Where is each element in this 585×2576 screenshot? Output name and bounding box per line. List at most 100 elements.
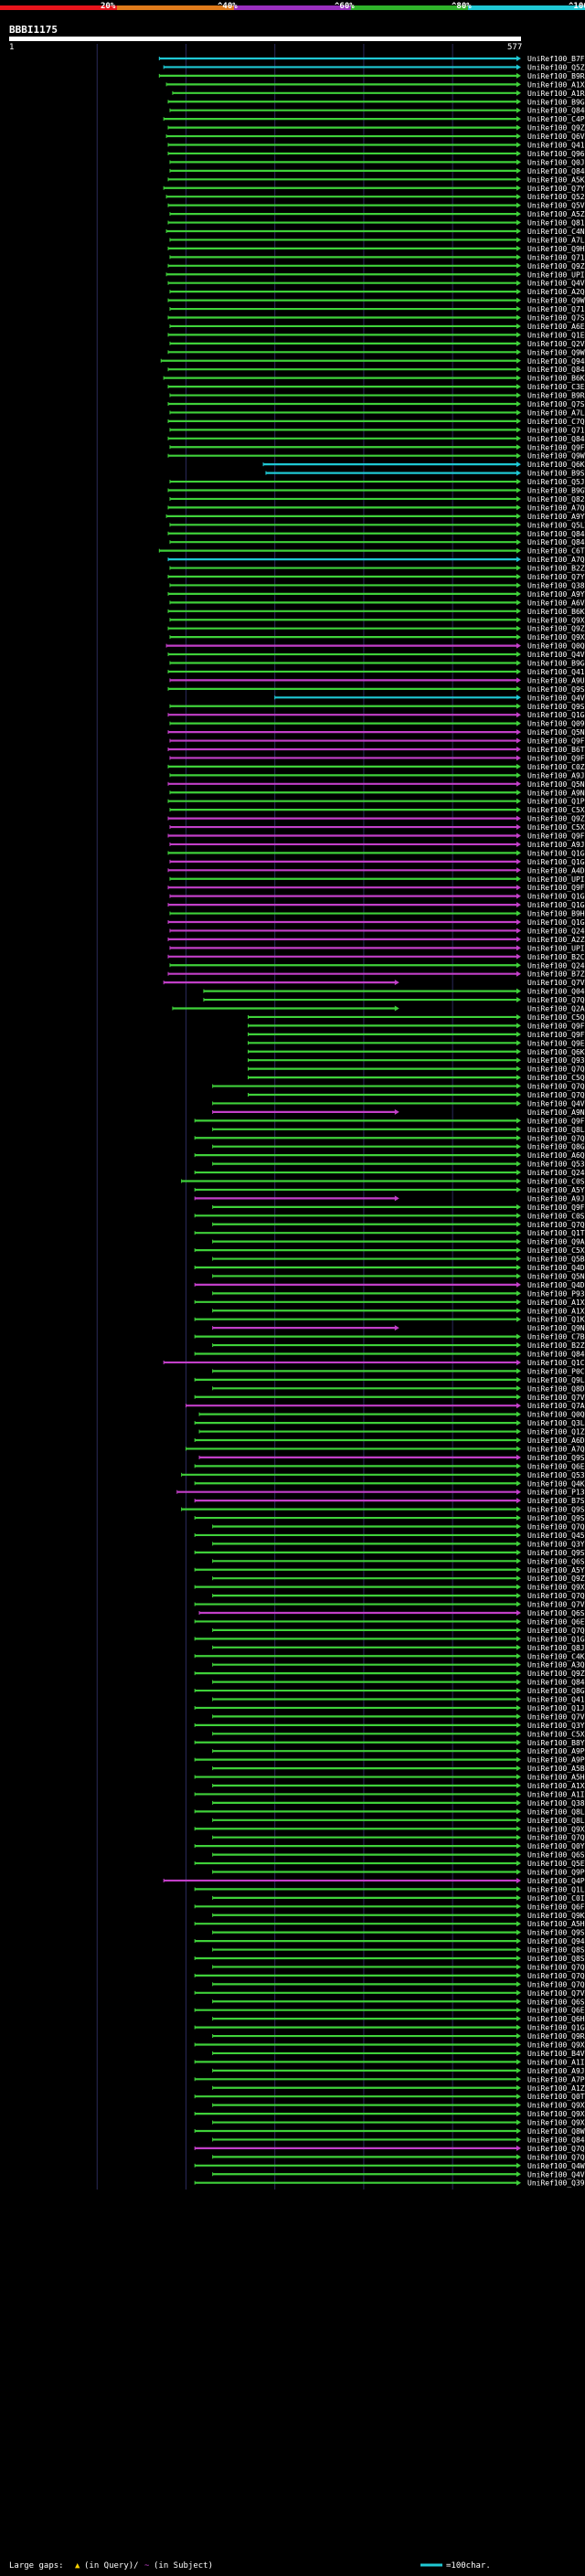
hit-row[interactable]: UniRef100_B2Z210 [169, 565, 585, 573]
hit-label[interactable]: UniRef100_A9P8W7 [527, 1747, 585, 1755]
hit-row[interactable]: UniRef100_Q7QBK1 [248, 1091, 585, 1099]
hit-row[interactable]: UniRef100_Q5LTX0 [169, 521, 585, 529]
hit-row[interactable]: UniRef100_Q84LC6 [167, 366, 585, 374]
hit-row[interactable]: UniRef100_Q2A650 [172, 1005, 585, 1013]
hit-label[interactable]: UniRef100_A1XRM5 [527, 1782, 585, 1790]
hit-label[interactable]: UniRef100_Q5Z2P8 [527, 63, 585, 71]
hit-row[interactable]: UniRef100_Q4D2R2 [194, 1264, 585, 1272]
hit-label[interactable]: UniRef100_Q5JJ89 [527, 478, 585, 486]
hit-row[interactable]: UniRef100_Q04406 [203, 988, 585, 996]
hit-row[interactable]: UniRef100_C4K2W0 [194, 1652, 585, 1660]
hit-label[interactable]: UniRef100_C0SUA1 [527, 1178, 585, 1186]
hit-label[interactable]: UniRef100_Q52ZT9 [527, 193, 585, 201]
hit-label[interactable]: UniRef100_B9GW46 [527, 487, 585, 495]
hit-row[interactable]: UniRef100_Q7QJR0 [212, 1834, 585, 1842]
hit-row[interactable]: UniRef100_Q9XHR8 [194, 1584, 585, 1592]
hit-row[interactable]: UniRef100_A6VA10 [169, 599, 585, 607]
hit-row[interactable]: UniRef100_A7QKD2 [167, 504, 585, 512]
hit-label[interactable]: UniRef100_Q7QBK0 [527, 2153, 585, 2161]
hit-label[interactable]: UniRef100_Q7QBK1 [527, 1091, 585, 1099]
hit-row[interactable]: UniRef100_Q7QBL9 [212, 1221, 585, 1229]
hit-label[interactable]: UniRef100_Q41175 [527, 142, 585, 150]
hit-label[interactable]: UniRef100_A9JIV8 [527, 771, 585, 779]
hit-label[interactable]: UniRef100_Q7QBU6 [527, 1523, 585, 1532]
hit-row[interactable]: UniRef100_Q5NH80 [167, 780, 585, 789]
hit-row[interactable]: UniRef100_Q7SZ04 [167, 314, 585, 323]
hit-row[interactable]: UniRef100_Q9XJ61 [194, 1825, 585, 1833]
hit-row[interactable]: UniRef100_C5XGH0 [194, 1246, 585, 1255]
hit-label[interactable]: UniRef100_Q7VAT7 [527, 1394, 585, 1402]
hit-label[interactable]: UniRef100_C5QHG0 [527, 1074, 585, 1082]
hit-label[interactable]: UniRef100_Q4V169 [527, 694, 585, 702]
hit-row[interactable]: UniRef100_Q45FD2 [194, 1532, 585, 1540]
hit-label[interactable]: UniRef100_Q9SUJ6 [527, 1454, 585, 1462]
hit-row[interactable]: UniRef100_Q6SBM1 [212, 1851, 585, 1860]
hit-label[interactable]: UniRef100_Q5BK75 [527, 1256, 585, 1264]
hit-label[interactable]: UniRef100_Q1ZZV2 [527, 1428, 585, 1436]
hit-label[interactable]: UniRef100_Q1G187 [527, 893, 585, 901]
hit-row[interactable]: UniRef100_Q8JZJ8 [212, 1644, 585, 1652]
hit-label[interactable]: UniRef100_Q8LKC2 [527, 1807, 585, 1816]
hit-row[interactable]: UniRef100_Q6SBL1 [212, 1998, 585, 2006]
hit-row[interactable]: UniRef100_Q4W5Y1 [194, 2162, 585, 2170]
hit-label[interactable]: UniRef100_Q1G186 [527, 901, 585, 909]
hit-label[interactable]: UniRef100_Q1G171 [527, 849, 585, 857]
hit-row[interactable]: UniRef100_Q84LP1 [169, 538, 585, 546]
hit-label[interactable]: UniRef100_Q7QBU7 [527, 1134, 585, 1142]
hit-label[interactable]: UniRef100_Q7QBL1 [527, 2145, 585, 2153]
hit-row[interactable]: UniRef100_Q7QBM7 [212, 1963, 585, 1971]
hit-label[interactable]: UniRef100_Q7VAT6 [527, 1989, 585, 1998]
hit-row[interactable]: UniRef100_B9GW46 [167, 487, 585, 495]
hit-label[interactable]: UniRef100_Q9PLN8 [527, 1869, 585, 1877]
hit-label[interactable]: UniRef100_Q3YL56 [527, 1540, 585, 1548]
hit-row[interactable]: UniRef100_Q9FE62 [212, 1203, 585, 1212]
hit-row[interactable]: UniRef100_Q6HC75 [212, 2015, 585, 2023]
hit-label[interactable]: UniRef100_Q1G195 [527, 858, 585, 866]
hit-row[interactable]: UniRef100_Q71YV0 [169, 426, 585, 434]
hit-row[interactable]: UniRef100_Q9ZPM1 [167, 625, 585, 633]
hit-label[interactable]: UniRef100_Q9S3V1 [527, 703, 585, 711]
hit-label[interactable]: UniRef100_Q9XJ60 [527, 616, 585, 624]
hit-row[interactable]: UniRef100_B2Z300 [212, 1341, 585, 1350]
hit-label[interactable]: UniRef100_Q711P3 [527, 253, 585, 261]
hit-row[interactable]: UniRef100_A9P8W7 [212, 1747, 585, 1755]
hit-row[interactable]: UniRef100_B7Z275 [167, 970, 585, 979]
hit-label[interactable]: UniRef100_A2Z907 [527, 936, 585, 944]
hit-row[interactable]: UniRef100_A5K328 [167, 175, 585, 184]
hit-row[interactable]: UniRef100_Q9FLH5 [167, 884, 585, 892]
hit-row[interactable]: UniRef100_Q41195 [212, 1696, 585, 1704]
hit-row[interactable]: UniRef100_Q6SBK0 [198, 1609, 585, 1617]
hit-row[interactable]: UniRef100_Q1G195 [169, 858, 585, 866]
hit-label[interactable]: UniRef100_A1XG54 [527, 80, 585, 89]
hit-label[interactable]: UniRef100_A7LL75 [527, 236, 585, 244]
hit-label[interactable]: UniRef100_C0Z253 [527, 763, 585, 771]
hit-label[interactable]: UniRef100_A5YBR6 [527, 1186, 585, 1194]
hit-row[interactable]: UniRef100_Q9SUJ6 [198, 1454, 585, 1462]
hit-row[interactable]: UniRef100_B6K827 [163, 375, 585, 383]
hit-row[interactable]: UniRef100_Q3YL56 [212, 1540, 585, 1548]
hit-label[interactable]: UniRef100_Q71YV0 [527, 426, 585, 434]
hit-label[interactable]: UniRef100_Q9SB00 [527, 1929, 585, 1937]
hit-label[interactable]: UniRef100_B9H9A1 [527, 910, 585, 918]
hit-label[interactable]: UniRef100_Q9XHR6 [527, 2110, 585, 2118]
hit-label[interactable]: UniRef100_A9NK11 [527, 1108, 585, 1117]
hit-label[interactable]: UniRef100_Q94M11 [527, 357, 585, 366]
hit-label[interactable]: UniRef100_Q7Y137 [527, 185, 585, 193]
hit-label[interactable]: UniRef100_Q41195 [527, 1696, 585, 1704]
hit-label[interactable]: UniRef100_C5XGH0 [527, 1246, 585, 1255]
hit-row[interactable]: UniRef100_Q1G186 [167, 901, 585, 909]
hit-row[interactable]: UniRef100_Q9EEC3 [248, 1039, 585, 1047]
hit-row[interactable]: UniRef100_A1Z700 [212, 2084, 585, 2093]
hit-label[interactable]: UniRef100_A5YBP7 [527, 1566, 585, 1574]
hit-label[interactable]: UniRef100_A9NM15 [527, 789, 585, 797]
hit-row[interactable]: UniRef100_Q9KCI5 [212, 1912, 585, 1920]
hit-row[interactable]: UniRef100_Q82743 [169, 495, 585, 504]
hit-row[interactable]: UniRef100_Q8S4L5 [212, 1946, 585, 1955]
hit-row[interactable]: UniRef100_B7FN05 [158, 55, 585, 63]
hit-row[interactable]: UniRef100_Q9STY6 [194, 1549, 585, 1557]
hit-label[interactable]: UniRef100_Q9F1P7 [527, 832, 585, 841]
hit-label[interactable]: UniRef100_Q6VAK7 [527, 133, 585, 141]
hit-row[interactable]: UniRef100_Q9ZVU2 [167, 815, 585, 823]
hit-label[interactable]: UniRef100_A3QDT1 [527, 1661, 585, 1670]
hit-row[interactable]: UniRef100_Q5ETV1 [194, 1860, 585, 1868]
